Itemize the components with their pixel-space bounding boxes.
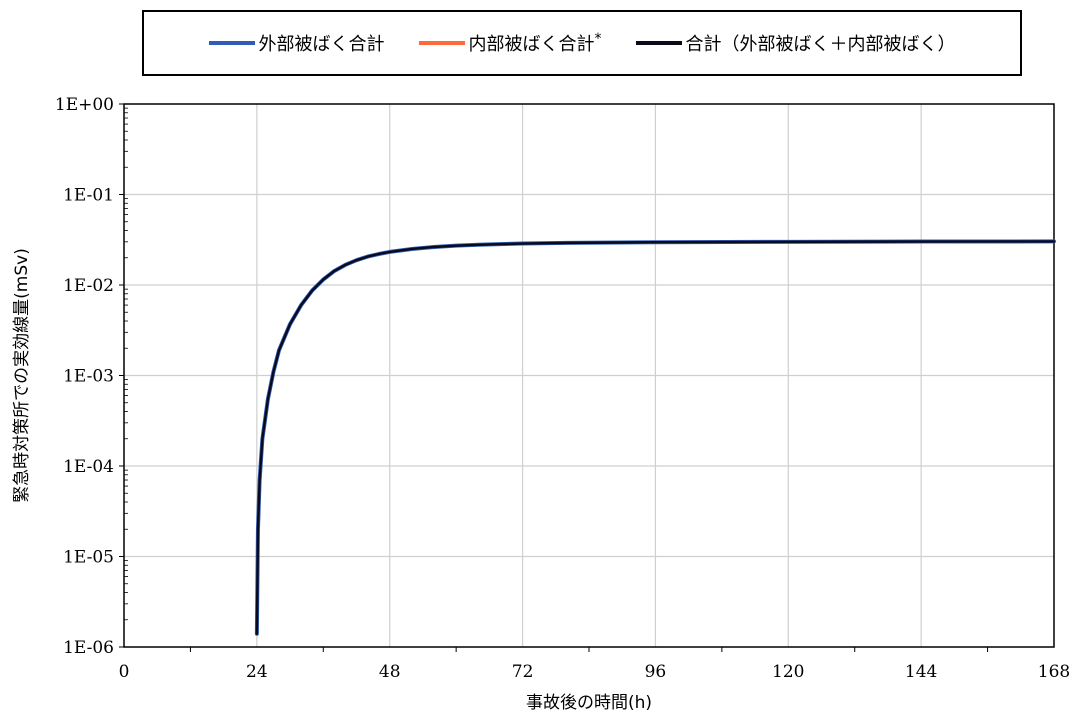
legend-label-internal-text: 内部被ばく合計 (468, 34, 595, 55)
y-tick-label: 1E-01 (63, 186, 114, 206)
legend-label-total: 合計（外部被ばく＋内部被ばく） (685, 34, 956, 55)
y-tick-label: 1E-02 (63, 276, 114, 296)
chart-legend: 外部被ばく合計 内部被ばく合計* 合計（外部被ばく＋内部被ばく） (142, 10, 1022, 76)
y-tick-label: 1E-06 (63, 638, 114, 658)
grid-lines (124, 104, 1054, 647)
x-tick-label: 168 (1038, 662, 1070, 682)
legend-item-external: 外部被ばく合計 (208, 30, 385, 56)
legend-swatch-internal (418, 41, 465, 45)
legend-label-internal: 内部被ばく合計* (469, 30, 602, 56)
y-tick-label: 1E-03 (63, 367, 114, 387)
y-tick-label: 1E-05 (63, 548, 114, 568)
x-tick-label: 24 (246, 662, 268, 682)
x-tick-label: 96 (645, 662, 667, 682)
x-tick-label: 144 (905, 662, 937, 682)
x-tick-label: 0 (119, 662, 130, 682)
y-axis-title: 緊急時対策所での実効線量(mSv) (12, 248, 32, 503)
y-tick-labels: 1E+00 1E-01 1E-02 1E-03 1E-04 1E-05 1E-06 (55, 95, 114, 658)
x-tick-label: 72 (512, 662, 534, 682)
x-axis-title: 事故後の時間(h) (526, 693, 652, 713)
y-tick-label: 1E-04 (63, 457, 114, 477)
legend-item-internal: 内部被ばく合計* (418, 30, 602, 56)
legend-swatch-external (208, 41, 255, 45)
legend-item-total: 合計（外部被ばく＋内部被ばく） (635, 30, 956, 56)
legend-asterisk: * (594, 31, 602, 47)
x-tick-label: 48 (379, 662, 401, 682)
series-line-1 (255, 240, 1056, 635)
x-tick-label: 120 (772, 662, 804, 682)
legend-swatch-total (635, 41, 682, 45)
y-tick-label: 1E+00 (55, 95, 114, 115)
axis-ticks (119, 103, 989, 652)
x-tick-labels: 0 24 48 72 96 120 144 168 (119, 662, 1071, 682)
legend-label-external: 外部被ばく合計 (258, 34, 385, 55)
series-lines (254, 239, 1056, 636)
